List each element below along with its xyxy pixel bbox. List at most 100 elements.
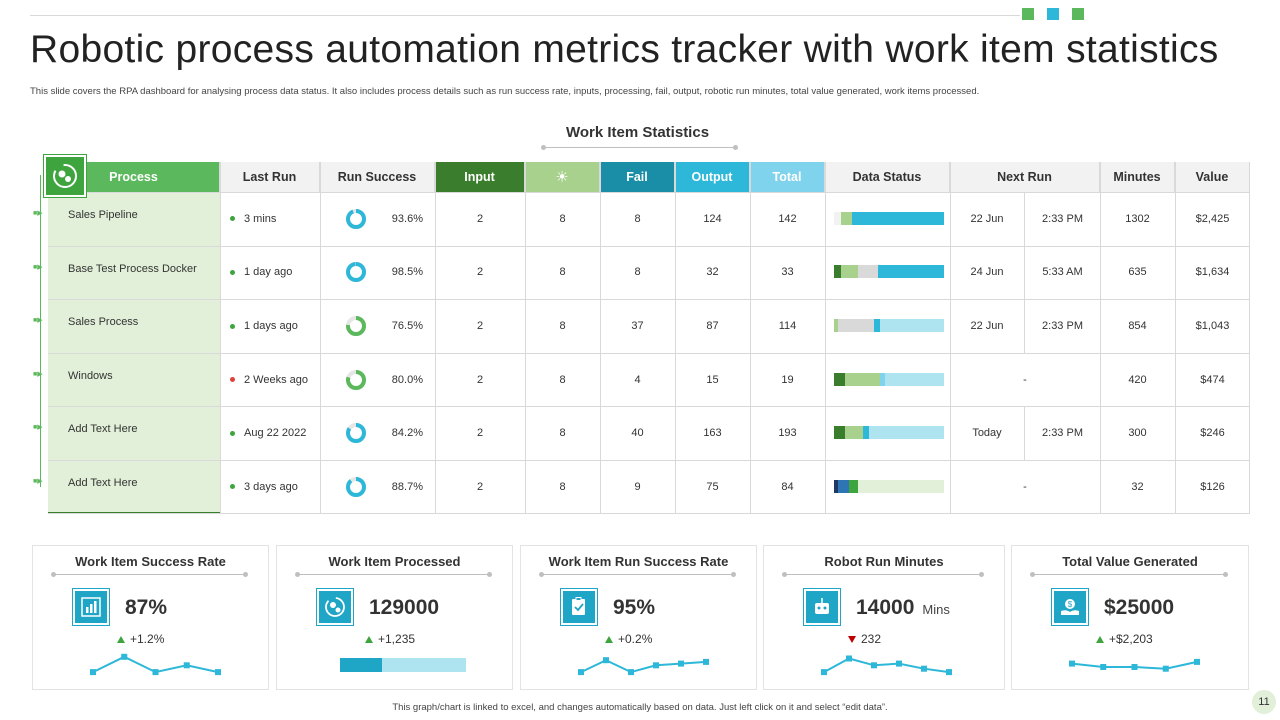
run-success: 88.7% [378, 479, 423, 495]
header-output: Output [675, 162, 750, 192]
next-run-date-text: 22 Jun [970, 212, 1004, 225]
next-run-time-text: 2:33 PM [1042, 427, 1083, 440]
page-number: 11 [1252, 690, 1276, 714]
kpi-divider [782, 572, 984, 577]
header-run-success: Run Success [320, 162, 435, 192]
input-value-text: 2 [476, 266, 484, 279]
status-dot-icon [230, 377, 235, 383]
value-amount-text: $1,043 [1195, 320, 1230, 332]
next-run-date: 22 Jun [950, 318, 1024, 334]
last-run: 3 days ago [230, 479, 320, 495]
sparkline-point [653, 662, 659, 669]
sparkline-point [90, 669, 96, 676]
status-segment [834, 319, 839, 332]
kpi-card-work-item-processed[interactable]: Work Item Processed 129000 +1,235 [276, 545, 513, 690]
process-name[interactable]: Add Text Here [68, 477, 138, 489]
next-run-time-text: 2:33 PM [1042, 212, 1083, 225]
svg-text:$: $ [1068, 600, 1073, 609]
process-name[interactable]: Sales Pipeline [68, 209, 138, 221]
fail-value: 8 [600, 211, 675, 227]
rail-node-icon: ■▶ [33, 263, 43, 271]
next-run-time-text: 5:33 AM [1042, 266, 1083, 279]
run-success: 80.0% [378, 372, 423, 388]
processing-value: 8 [525, 479, 600, 495]
sparkline-line [580, 659, 707, 674]
kpi-card-total-value-generated[interactable]: Total Value Generated $ $25000 +$2,203 [1011, 545, 1249, 690]
kpi-value: 14000 Mins [856, 596, 950, 620]
processing-value: 8 [525, 425, 600, 441]
sparkline-point [821, 669, 827, 676]
next-run: - [950, 372, 1100, 388]
column-divider [435, 162, 436, 514]
sparkline-point [1162, 665, 1169, 672]
run-success-text: 93.6% [391, 212, 423, 225]
process-name[interactable]: Sales Process [68, 316, 139, 329]
kpi-delta-text: 232 [861, 632, 882, 646]
fail-value-text: 37 [631, 320, 644, 332]
data-status-bar [834, 211, 944, 225]
bar-chart-icon [73, 589, 109, 625]
last-run-text: 3 days ago [244, 480, 298, 493]
value-amount: $126 [1175, 479, 1250, 495]
kpi-card-work-item-run-success-rate[interactable]: Work Item Run Success Rate 95% +0.2% [520, 545, 757, 690]
next-run: - [950, 479, 1100, 495]
sparkline-point [921, 665, 927, 672]
processing-value: 8 [525, 318, 600, 334]
processing-value-text: 8 [559, 320, 566, 332]
status-segment [834, 426, 845, 440]
output-value-text: 32 [706, 266, 719, 279]
next-run-time: 2:33 PM [1025, 211, 1100, 227]
status-segment [884, 372, 944, 386]
output-value: 32 [675, 264, 750, 280]
kpi-value-text: 129000 [369, 596, 440, 619]
processing-value-text: 8 [559, 373, 566, 386]
process-name[interactable]: Windows [68, 369, 113, 382]
kpi-title: Work Item Processed [328, 554, 461, 569]
sparkline-point [1069, 660, 1075, 667]
fail-value: 8 [600, 264, 675, 280]
success-ring-icon [346, 316, 366, 336]
process-name[interactable]: Base Test Process Docker [68, 262, 197, 275]
output-value-text: 75 [706, 480, 719, 493]
processing-value-text: 8 [559, 480, 566, 493]
sparkline-point [896, 660, 902, 667]
next-run-date-text: 24 Jun [970, 266, 1004, 279]
clipboard-icon [561, 589, 597, 625]
column-divider [1175, 162, 1176, 514]
header-last-run: Last Run [220, 162, 320, 192]
run-success: 84.2% [378, 425, 423, 441]
gears-refresh-icon [317, 589, 353, 625]
rail-node-icon: ■▶ [33, 478, 43, 485]
table-row [48, 460, 1250, 514]
output-value-text: 87 [706, 320, 719, 332]
kpi-card-robot-run-minutes[interactable]: Robot Run Minutes 14000 Mins 232 [763, 545, 1005, 690]
kpi-card-work-item-success-rate[interactable]: Work Item Success Rate 87% +1.2% [32, 545, 269, 690]
work-item-table: Process Last Run Run Success Input ☀ Fail Outp… [48, 162, 1250, 514]
fail-value: 40 [600, 425, 675, 441]
sparkline-point [183, 662, 190, 669]
status-dot-icon [230, 484, 235, 490]
kpi-title: Total Value Generated [1062, 554, 1198, 569]
minutes-value: 635 [1100, 264, 1175, 280]
value-amount-text: $126 [1200, 480, 1225, 493]
status-segment [858, 265, 878, 279]
next-run-text: - [1023, 373, 1027, 386]
output-value: 15 [675, 372, 750, 388]
last-run-text: 1 day ago [244, 266, 293, 279]
status-segment [834, 265, 841, 279]
kpi-delta-text: +1,235 [378, 632, 416, 646]
value-amount: $1,043 [1175, 318, 1250, 334]
process-name[interactable]: Add Text Here [68, 423, 138, 436]
run-success-text: 80.0% [391, 373, 423, 386]
success-ring-icon [346, 423, 366, 444]
data-status-bar [834, 372, 944, 386]
total-value-text: 193 [778, 427, 797, 440]
value-amount-text: $2,425 [1195, 212, 1230, 225]
sparkline-line [823, 657, 950, 674]
table-bottom-border [48, 513, 1250, 514]
fail-value-text: 8 [634, 212, 641, 225]
kpi-divider [51, 572, 248, 577]
processing-value-text: 8 [559, 427, 566, 440]
accent-square-2 [1047, 8, 1059, 20]
minutes-value: 1302 [1100, 211, 1175, 227]
